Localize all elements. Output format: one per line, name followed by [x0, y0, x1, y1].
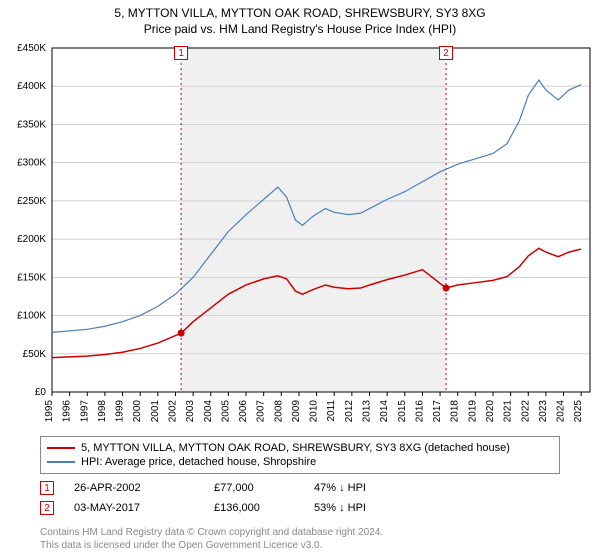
- svg-text:2022: 2022: [520, 400, 531, 423]
- svg-text:2014: 2014: [379, 400, 390, 423]
- svg-text:2018: 2018: [450, 400, 461, 423]
- svg-text:1996: 1996: [62, 400, 73, 423]
- svg-text:2008: 2008: [273, 400, 284, 423]
- marker-hpi: 53% ↓ HPI: [314, 502, 366, 514]
- footer-line-2: This data is licensed under the Open Gov…: [40, 539, 383, 552]
- legend-label: 5, MYTTON VILLA, MYTTON OAK ROAD, SHREWS…: [81, 442, 510, 454]
- svg-text:2004: 2004: [203, 400, 214, 423]
- marker-hpi: 47% ↓ HPI: [314, 482, 366, 494]
- svg-text:2012: 2012: [344, 400, 355, 423]
- svg-text:1997: 1997: [79, 400, 90, 423]
- footer-line-1: Contains HM Land Registry data © Crown c…: [40, 526, 383, 539]
- page-subtitle: Price paid vs. HM Land Registry's House …: [0, 20, 600, 40]
- svg-text:2007: 2007: [256, 400, 267, 423]
- svg-text:1999: 1999: [115, 400, 126, 423]
- svg-text:2025: 2025: [573, 400, 584, 423]
- marker-row: 2 03-MAY-2017 £136,000 53% ↓ HPI: [40, 498, 366, 518]
- legend: 5, MYTTON VILLA, MYTTON OAK ROAD, SHREWS…: [40, 436, 560, 474]
- svg-text:2016: 2016: [414, 400, 425, 423]
- svg-text:1995: 1995: [44, 400, 55, 423]
- svg-text:£350K: £350K: [17, 119, 46, 130]
- svg-text:£200K: £200K: [17, 234, 46, 245]
- marker-price: £77,000: [214, 482, 294, 494]
- chart-marker-badge: 1: [174, 46, 188, 60]
- svg-text:2020: 2020: [485, 400, 496, 423]
- svg-text:2019: 2019: [467, 400, 478, 423]
- svg-text:£150K: £150K: [17, 272, 46, 283]
- svg-text:2015: 2015: [397, 400, 408, 423]
- legend-swatch: [47, 447, 75, 449]
- marker-date: 03-MAY-2017: [74, 502, 194, 514]
- svg-text:2013: 2013: [362, 400, 373, 423]
- svg-text:2000: 2000: [132, 400, 143, 423]
- marker-badge: 1: [40, 481, 54, 495]
- svg-text:2024: 2024: [556, 400, 567, 423]
- legend-swatch: [47, 461, 75, 463]
- footer: Contains HM Land Registry data © Crown c…: [40, 526, 383, 552]
- svg-text:2009: 2009: [291, 400, 302, 423]
- svg-text:2001: 2001: [150, 400, 161, 423]
- page-title: 5, MYTTON VILLA, MYTTON OAK ROAD, SHREWS…: [0, 0, 600, 20]
- marker-date: 26-APR-2002: [74, 482, 194, 494]
- line-chart: £0 £50K £100K £150K £200K £250K £300K £350K £400…: [0, 40, 600, 430]
- svg-text:£250K: £250K: [17, 196, 46, 207]
- svg-text:2003: 2003: [185, 400, 196, 423]
- svg-text:2006: 2006: [238, 400, 249, 423]
- marker-price: £136,000: [214, 502, 294, 514]
- svg-text:2023: 2023: [538, 400, 549, 423]
- svg-text:£450K: £450K: [17, 43, 46, 54]
- legend-item: HPI: Average price, detached house, Shro…: [47, 455, 553, 469]
- legend-label: HPI: Average price, detached house, Shro…: [81, 456, 316, 468]
- svg-text:1998: 1998: [97, 400, 108, 423]
- svg-text:£300K: £300K: [17, 158, 46, 169]
- svg-text:£100K: £100K: [17, 311, 46, 322]
- svg-text:2005: 2005: [220, 400, 231, 423]
- svg-text:£0: £0: [35, 387, 47, 398]
- svg-text:2011: 2011: [326, 400, 337, 422]
- marker-badge: 2: [40, 501, 54, 515]
- svg-text:2021: 2021: [503, 400, 514, 423]
- svg-text:2002: 2002: [167, 400, 178, 423]
- svg-text:£400K: £400K: [17, 81, 46, 92]
- legend-item: 5, MYTTON VILLA, MYTTON OAK ROAD, SHREWS…: [47, 441, 553, 455]
- marker-row: 1 26-APR-2002 £77,000 47% ↓ HPI: [40, 478, 366, 498]
- svg-text:£50K: £50K: [23, 349, 47, 360]
- svg-text:2017: 2017: [432, 400, 443, 423]
- svg-text:2010: 2010: [309, 400, 320, 423]
- chart-area: £0 £50K £100K £150K £200K £250K £300K £350K £400…: [0, 40, 600, 430]
- marker-table: 1 26-APR-2002 £77,000 47% ↓ HPI 2 03-MAY-2017…: [40, 478, 366, 518]
- chart-marker-badge: 2: [439, 46, 453, 60]
